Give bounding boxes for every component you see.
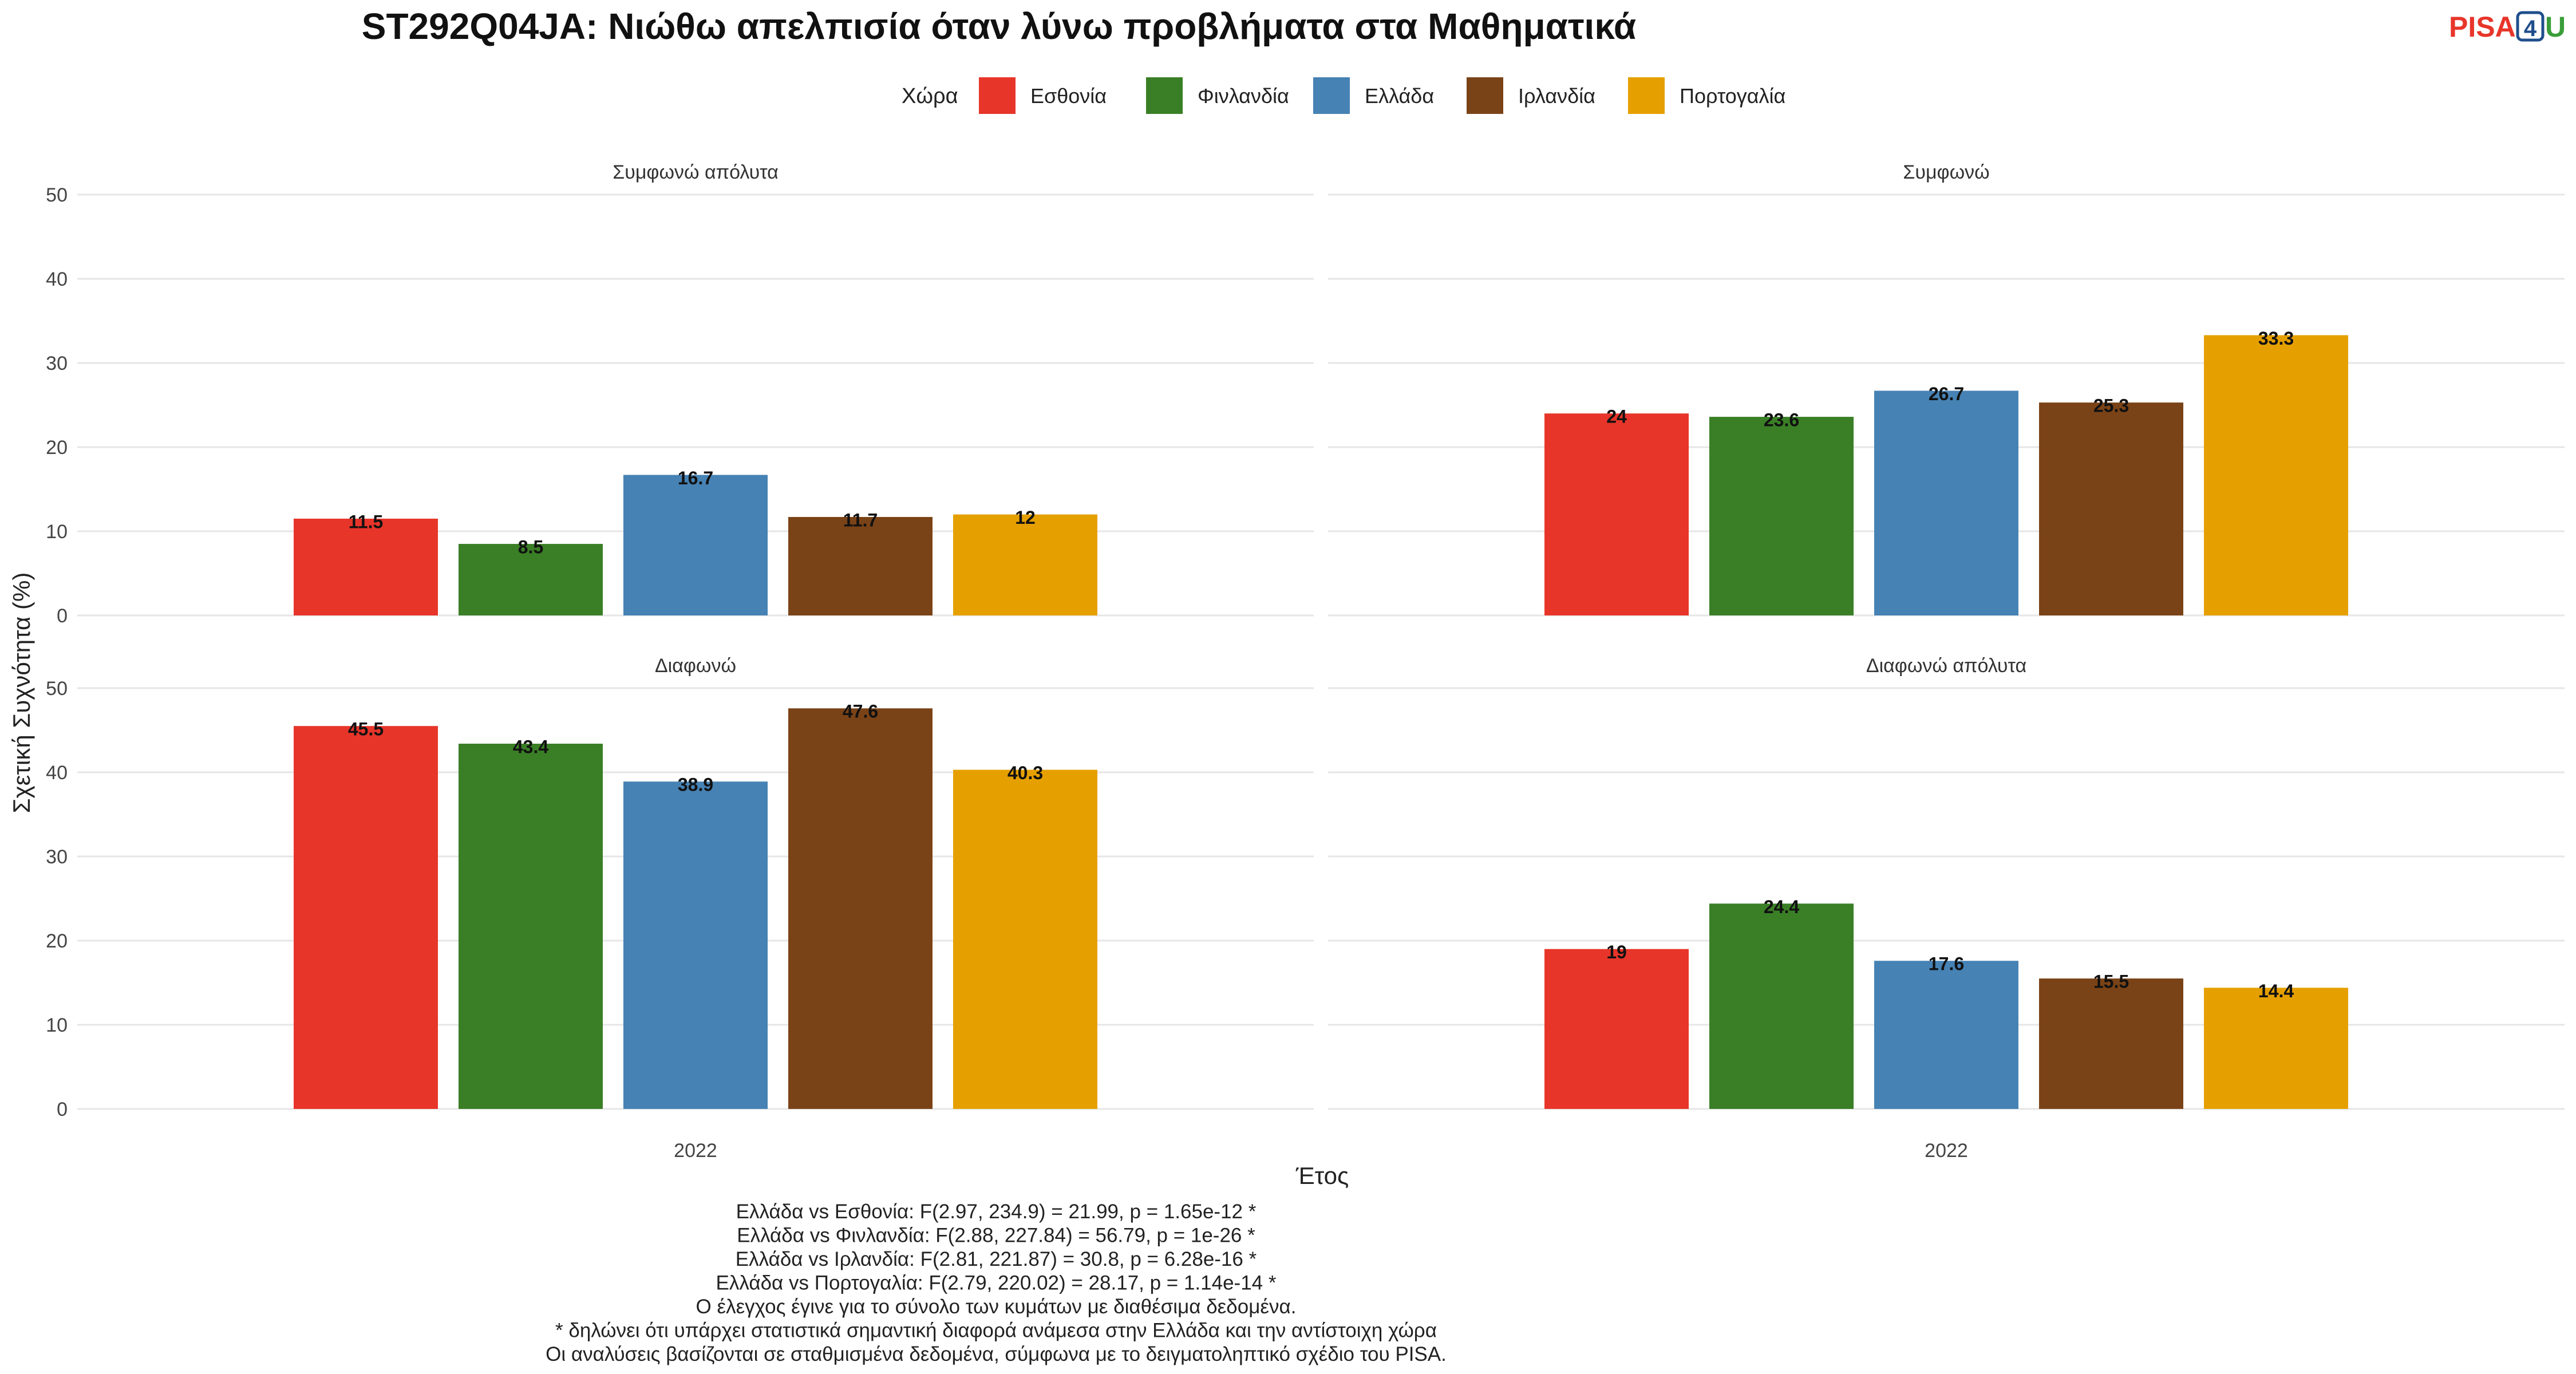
legend-title: Χώρα [902, 84, 958, 108]
legend: Χώρα Εσθονία Φινλανδία Ελλάδα Ιρλανδία Πορτο… [902, 77, 1785, 114]
legend-swatch-2 [1313, 77, 1350, 114]
bar-label-1-4: 33.3 [2258, 328, 2294, 349]
legend-label-0: Εσθονία [1030, 84, 1107, 108]
bar-label-3-0: 19 [1606, 942, 1627, 962]
panel-2-ytick-2: 20 [46, 930, 68, 952]
bar-3-3 [2039, 978, 2183, 1109]
panel-0-ytick-3: 30 [46, 353, 68, 374]
logo-four-box [2516, 11, 2545, 42]
panel-2-xtick: 2022 [674, 1140, 717, 1162]
logo: PISA 4 U [2449, 11, 2566, 43]
bar-3-2 [1874, 961, 2018, 1109]
logo-u-text: U [2545, 11, 2566, 43]
bar-3-1 [1709, 903, 1854, 1109]
footnote-5: * δηλώνει ότι υπάρχει στατιστικά σημαντι… [555, 1320, 1437, 1342]
logo-pisa-text: PISA [2449, 11, 2516, 43]
panel-0-ytick-2: 20 [46, 437, 68, 459]
bar-label-0-4: 12 [1015, 507, 1036, 528]
bar-label-0-0: 11.5 [349, 511, 384, 532]
footnote-3: Ελλάδα vs Πορτογαλία: F(2.79, 220.02) = … [716, 1272, 1277, 1294]
panel-1: Συμφωνώ 24 23.6 26.7 25.3 33.3 [1328, 161, 2565, 617]
legend-swatch-3 [1467, 77, 1503, 114]
bar-label-2-3: 47.6 [843, 701, 878, 722]
bar-label-3-3: 15.5 [2093, 972, 2129, 992]
footnote-2: Ελλάδα vs Ιρλανδία: F(2.81, 221.87) = 30… [736, 1248, 1257, 1270]
bar-2-1 [459, 744, 603, 1109]
bar-3-0 [1544, 949, 1689, 1109]
bar-label-1-0: 24 [1606, 406, 1627, 427]
legend-swatch-0 [979, 77, 1016, 114]
bar-0-1 [459, 544, 603, 615]
bar-label-3-4: 14.4 [2258, 981, 2294, 1001]
panel-0-ytick-0: 0 [57, 605, 68, 627]
facet-panels: Συμφωνώ απόλυτα 0 10 20 30 40 50 11.5 8.5 16.7 11.… [46, 161, 2565, 1162]
bar-3-4 [2204, 988, 2348, 1109]
panel-0: Συμφωνώ απόλυτα 0 10 20 30 40 50 11.5 8.5 16.7 11.… [46, 161, 1314, 627]
panel-2-strip-label: Διαφωνώ [655, 655, 736, 677]
bar-label-0-1: 8.5 [518, 537, 543, 558]
x-axis-title: Έτος [1295, 1162, 1349, 1189]
bar-1-2 [1874, 390, 2018, 615]
panel-0-ytick-4: 40 [46, 269, 68, 290]
footnote-0: Ελλάδα vs Εσθονία: F(2.97, 234.9) = 21.9… [736, 1201, 1257, 1223]
y-axis-title: Σχετική Συχνότητα (%) [8, 572, 35, 814]
bar-2-4 [953, 769, 1097, 1109]
bar-label-2-0: 45.5 [348, 719, 384, 740]
panel-2-ytick-0: 0 [57, 1099, 68, 1120]
bar-label-1-1: 23.6 [1764, 410, 1799, 431]
bar-0-3 [788, 517, 933, 615]
panel-2-ytick-1: 10 [46, 1014, 68, 1036]
logo-four-text: 4 [2524, 16, 2537, 41]
bar-1-1 [1709, 417, 1854, 615]
panel-0-ytick-1: 10 [46, 521, 68, 543]
panel-2-ytick-4: 40 [46, 762, 68, 784]
bar-1-0 [1544, 413, 1689, 615]
bar-label-2-2: 38.9 [678, 775, 713, 795]
bar-label-1-3: 25.3 [2093, 396, 2129, 416]
panel-3: Διαφωνώ απόλυτα 19 24.4 17.6 15.5 14.4 2022 [1328, 655, 2565, 1162]
footnote-1: Ελλάδα vs Φινλανδία: F(2.88, 227.84) = 5… [737, 1225, 1255, 1247]
bar-1-3 [2039, 402, 2183, 615]
bar-label-2-1: 43.4 [513, 736, 548, 757]
bar-0-2 [623, 475, 768, 615]
footnote-6: Οι αναλύσεις βασίζονται σε σταθμισμένα δ… [546, 1343, 1447, 1365]
bar-label-0-2: 16.7 [678, 468, 713, 488]
bar-2-3 [788, 708, 933, 1109]
panel-1-strip-label: Συμφωνώ [1903, 161, 1989, 183]
footnotes: Ελλάδα vs Εσθονία: F(2.97, 234.9) = 21.9… [546, 1201, 1447, 1365]
panel-0-strip-label: Συμφωνώ απόλυτα [613, 161, 779, 183]
bar-label-2-4: 40.3 [1008, 763, 1043, 783]
legend-label-2: Ελλάδα [1365, 84, 1434, 108]
bar-label-3-1: 24.4 [1764, 897, 1799, 917]
legend-swatch-1 [1146, 77, 1183, 114]
legend-label-1: Φινλανδία [1198, 84, 1289, 108]
panel-2: Διαφωνώ 0 10 20 30 40 50 45.5 43.4 38.9 47.6 40.3 20… [46, 655, 1314, 1162]
bar-0-4 [953, 514, 1097, 615]
bar-label-1-2: 26.7 [1929, 384, 1964, 404]
panel-2-ytick-3: 30 [46, 846, 68, 868]
footnote-4: Ο έλεγχος έγινε για το σύνολο των κυμάτω… [696, 1296, 1297, 1318]
bar-label-0-3: 11.7 [843, 510, 878, 530]
panel-3-strip-label: Διαφωνώ απόλυτα [1866, 655, 2026, 677]
bar-2-0 [294, 726, 438, 1109]
bar-label-3-2: 17.6 [1929, 954, 1964, 974]
panel-3-xtick: 2022 [1925, 1140, 1968, 1162]
bar-2-2 [623, 781, 768, 1109]
bar-1-4 [2204, 335, 2348, 615]
bar-0-0 [294, 518, 438, 615]
panel-2-ytick-5: 50 [46, 678, 68, 700]
legend-label-4: Πορτογαλία [1680, 84, 1785, 108]
legend-swatch-4 [1628, 77, 1665, 114]
chart-title: ST292Q04JA: Νιώθω απελπισία όταν λύνω πρ… [362, 6, 1636, 47]
legend-label-3: Ιρλανδία [1518, 84, 1595, 108]
panel-0-ytick-5: 50 [46, 184, 68, 206]
